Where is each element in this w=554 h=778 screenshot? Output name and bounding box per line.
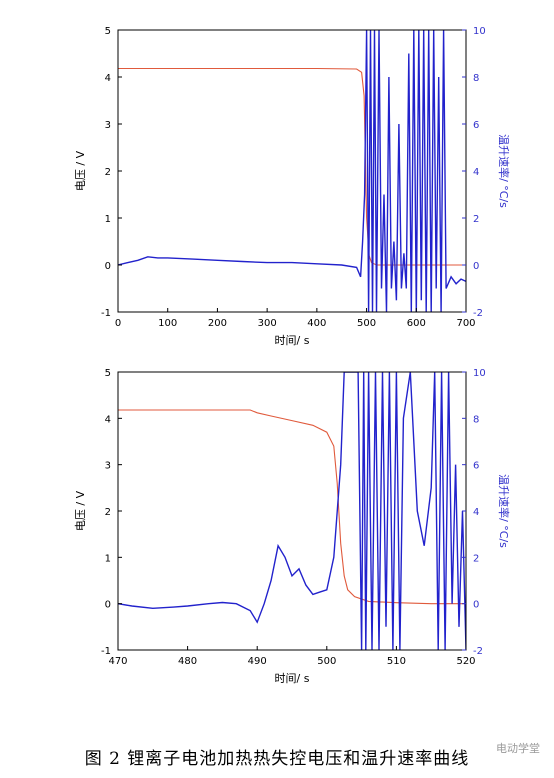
x-axis-title: 时间/ s: [275, 672, 310, 685]
y2-tick-label: 0: [473, 600, 479, 611]
x-tick-label: 600: [407, 318, 426, 329]
chart-1: 0 100 200 300 400 500 600 700 -1 0 1 2 3 4 5 -2 0 2 4 6 8 10 时…: [74, 26, 511, 347]
y2-tick-label: -2: [473, 646, 483, 657]
temp-rate-line-1: [118, 30, 466, 312]
y-tick-label: 2: [105, 167, 111, 178]
x-tick-label: 700: [456, 318, 475, 329]
y-axis-title: 电压 / V: [74, 150, 87, 191]
y2-tick-label: 4: [473, 167, 479, 178]
y-tick-label: 2: [105, 507, 111, 518]
x-tick-label: 490: [248, 656, 267, 667]
y2-tick-label: 10: [473, 368, 486, 379]
y2-tick-label: 10: [473, 26, 486, 37]
y2-tick-label: 0: [473, 261, 479, 272]
y-tick-label: 4: [105, 73, 111, 84]
x-tick-label: 510: [387, 656, 406, 667]
y-tick-label: 0: [105, 600, 111, 611]
x-tick-label: 0: [115, 318, 121, 329]
y2-axis-title: 温升速率/ °C/s: [497, 134, 511, 208]
y-tick-label: -1: [101, 308, 111, 319]
watermark: 电动学堂: [496, 742, 540, 755]
x-tick-label: 300: [258, 318, 277, 329]
y2-tick-label: 6: [473, 461, 479, 472]
x-tick-label: 520: [456, 656, 475, 667]
y-tick-label: 1: [105, 553, 111, 564]
y2-tick-label: 8: [473, 73, 479, 84]
y-tick-label: 4: [105, 414, 111, 425]
chart-2: 470 480 490 500 510 520 -1 0 1 2 3 4 5 -2 0 2 4 6 8 10 时间/ s…: [74, 368, 511, 685]
y-tick-label: 3: [105, 120, 111, 131]
y-tick-label: -1: [101, 646, 111, 657]
y-tick-label: 1: [105, 214, 111, 225]
temp-rate-line-2: [118, 372, 466, 650]
y-tick-label: 0: [105, 261, 111, 272]
y-tick-label: 3: [105, 461, 111, 472]
y-tick-label: 5: [105, 26, 111, 37]
y-axis-title: 电压 / V: [74, 490, 87, 531]
x-tick-label: 400: [307, 318, 326, 329]
x-tick-label: 480: [178, 656, 197, 667]
x-tick-label: 470: [108, 656, 127, 667]
y2-tick-label: 6: [473, 120, 479, 131]
y2-tick-label: 8: [473, 414, 479, 425]
y2-axis-title: 温升速率/ °C/s: [497, 474, 511, 548]
x-tick-label: 200: [208, 318, 227, 329]
x-axis-title: 时间/ s: [275, 334, 310, 347]
y2-tick-label: 4: [473, 507, 479, 518]
x-tick-label: 100: [158, 318, 177, 329]
y2-tick-label: 2: [473, 214, 479, 225]
plot-frame: [117, 371, 467, 651]
x-tick-label: 500: [357, 318, 376, 329]
y-tick-label: 5: [105, 368, 111, 379]
x-tick-label: 500: [317, 656, 336, 667]
y2-tick-label: -2: [473, 308, 483, 319]
y2-tick-label: 2: [473, 553, 479, 564]
figure-caption: 图 2 锂离子电池加热热失控电压和温升速率曲线: [84, 749, 470, 769]
